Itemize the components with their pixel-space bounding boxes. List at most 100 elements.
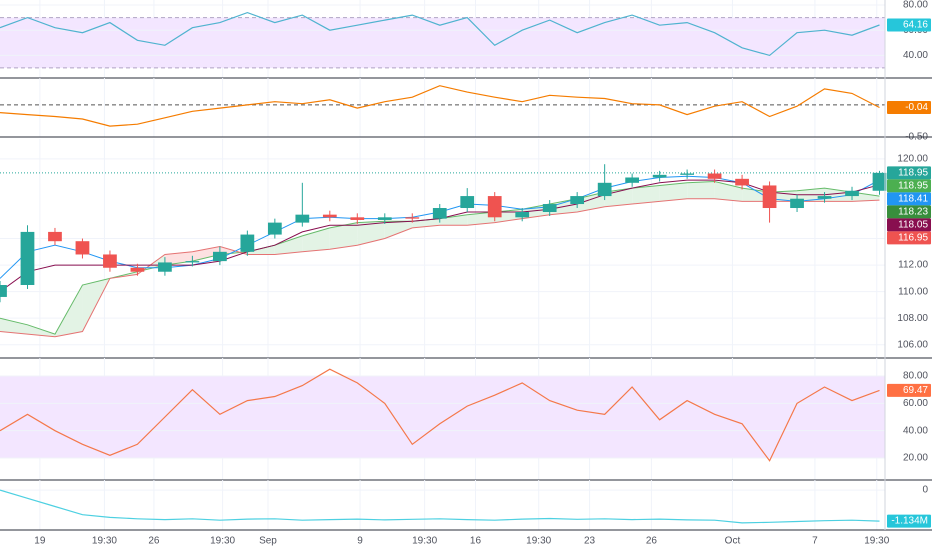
cloud-segment	[439, 214, 468, 226]
candle-body	[75, 241, 90, 255]
value-badge-label: 118.41	[898, 193, 928, 204]
candle-body	[735, 178, 749, 186]
value-badge	[887, 383, 931, 397]
x-tick-label: 19:30	[210, 536, 235, 547]
x-tick-label: 26	[148, 536, 160, 547]
cloud-segment	[0, 318, 28, 335]
value-badge	[887, 179, 931, 193]
candle-body	[652, 174, 667, 178]
y-tick-label: 120.00	[897, 154, 928, 165]
cloud-segment	[687, 181, 715, 199]
candle-body	[790, 198, 804, 209]
y-tick-label: 108.00	[897, 313, 928, 324]
candle-body	[597, 182, 612, 197]
value-badge	[887, 166, 931, 180]
candle-body	[460, 196, 475, 209]
candle-body	[707, 173, 722, 179]
cloud-segment	[384, 221, 413, 239]
value-badge-label: 118.05	[898, 219, 928, 230]
x-tick-label: 19:30	[526, 536, 551, 547]
candle-body	[432, 208, 447, 219]
cloud-segment	[357, 221, 385, 246]
y-tick-label: 80.00	[903, 371, 928, 382]
x-tick-label: Sep	[259, 536, 277, 547]
candle-body	[185, 261, 200, 263]
y-tick-label: 20.00	[903, 453, 928, 464]
value-badge-label: 118.23	[898, 206, 928, 217]
y-tick-label: 40.00	[903, 425, 928, 436]
x-tick-label: 7	[812, 536, 818, 547]
value-badge-label: 69.47	[903, 385, 928, 396]
value-badge-label: 116.95	[898, 232, 928, 243]
cloud-segment	[27, 324, 55, 337]
value-badge	[887, 101, 931, 114]
x-tick-label: 26	[646, 536, 658, 547]
y-tick-label: 40.00	[903, 50, 928, 61]
candle-body	[845, 190, 859, 197]
cloud-segment	[659, 182, 688, 202]
candle-body	[570, 196, 585, 205]
cloud-segment	[302, 227, 330, 252]
candle-body	[625, 177, 640, 183]
x-tick-label: 16	[470, 536, 482, 547]
candle-body	[515, 212, 530, 218]
value-badge	[887, 231, 931, 245]
cloud-segment	[329, 222, 358, 250]
cloud-segment	[192, 246, 220, 262]
candle-body	[542, 204, 557, 212]
series-line	[0, 11, 880, 57]
value-badge-label: 118.95	[898, 180, 928, 191]
series-line	[0, 489, 880, 524]
x-tick-label: 19:30	[864, 536, 889, 547]
candle-body	[322, 214, 337, 218]
y-tick-label: 110.00	[898, 286, 928, 297]
cloud-segment	[274, 235, 303, 255]
candle-body	[872, 172, 887, 191]
candle-body	[295, 214, 310, 223]
y-tick-label: 112.00	[898, 260, 928, 271]
y-tick-label: 0	[922, 485, 928, 496]
series-line	[0, 85, 880, 127]
value-badge	[887, 192, 931, 206]
value-badge-label: -1.134M	[891, 516, 928, 527]
value-badge	[887, 18, 931, 32]
candle-body	[158, 262, 172, 272]
candle-body	[213, 251, 227, 262]
candle-body	[405, 217, 420, 219]
candle-body	[0, 285, 7, 297]
y-tick-label: 60.00	[903, 398, 928, 409]
value-badge	[887, 218, 931, 232]
y-tick-label: 80.00	[903, 0, 928, 11]
candle-body	[350, 217, 365, 220]
candle-body	[240, 234, 255, 252]
x-tick-label: 23	[584, 536, 596, 547]
candle-body	[377, 217, 392, 220]
candle-body	[130, 267, 145, 272]
candle-body	[680, 173, 694, 175]
candle-body	[817, 196, 832, 199]
cloud-segment	[632, 185, 660, 205]
value-badge	[887, 514, 931, 528]
x-tick-label: Oct	[725, 536, 741, 547]
y-tick-label: 106.00	[897, 339, 928, 350]
cloud-segment	[247, 245, 275, 255]
x-tick-label: 19	[34, 536, 46, 547]
value-badge-label: 118.95	[898, 167, 928, 178]
candle-body	[762, 185, 777, 209]
candle-body	[20, 231, 35, 285]
value-badge-label: 64.16	[903, 20, 928, 31]
candle-body	[48, 231, 62, 242]
x-tick-label: 19:30	[92, 536, 117, 547]
candle-body	[267, 222, 282, 235]
band	[0, 17, 885, 68]
band	[0, 376, 885, 459]
candle-body	[103, 254, 117, 268]
series-line	[0, 368, 880, 462]
candle-body	[487, 196, 502, 218]
value-badge-label: -0.04	[905, 102, 928, 113]
x-tick-label: 9	[357, 536, 363, 547]
x-tick-label: 19:30	[412, 536, 437, 547]
